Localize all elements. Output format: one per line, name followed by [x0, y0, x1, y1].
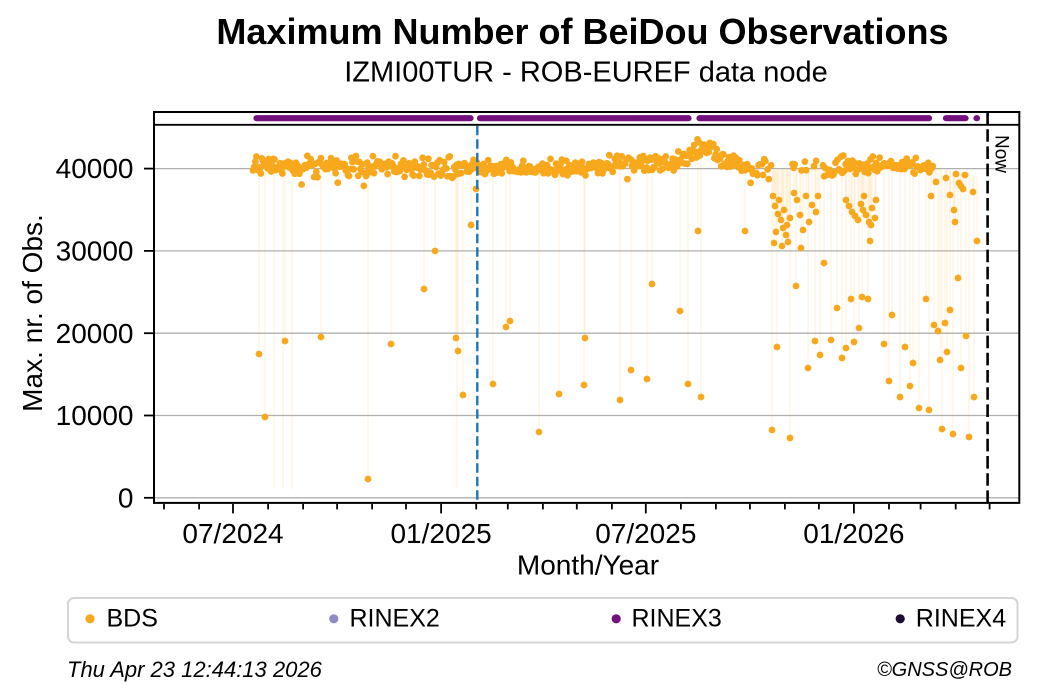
svg-text:Maximum Number of BeiDou Obser: Maximum Number of BeiDou Observations [216, 11, 948, 52]
svg-text:©GNSS@ROB: ©GNSS@ROB [877, 659, 1012, 681]
svg-text:Thu Apr 23 12:44:13 2026: Thu Apr 23 12:44:13 2026 [67, 657, 323, 682]
svg-text:07/2025: 07/2025 [595, 518, 696, 549]
svg-text:30000: 30000 [56, 236, 134, 267]
svg-text:07/2024: 07/2024 [182, 518, 283, 549]
svg-text:BDS: BDS [107, 604, 158, 632]
svg-text:0: 0 [118, 482, 134, 513]
svg-text:Now: Now [991, 135, 1012, 173]
svg-text:40000: 40000 [56, 153, 134, 184]
svg-text:10000: 10000 [56, 400, 134, 431]
svg-text:01/2026: 01/2026 [803, 518, 904, 549]
svg-text:IZMI00TUR - ROB-EUREF data nod: IZMI00TUR - ROB-EUREF data node [344, 56, 827, 88]
svg-text:01/2025: 01/2025 [390, 518, 491, 549]
svg-text:RINEX4: RINEX4 [916, 604, 1006, 632]
svg-text:RINEX3: RINEX3 [632, 604, 722, 632]
svg-text:RINEX2: RINEX2 [350, 604, 440, 632]
svg-text:Month/Year: Month/Year [517, 550, 659, 581]
svg-text:Max. nr. of Obs.: Max. nr. of Obs. [17, 214, 48, 412]
svg-text:20000: 20000 [56, 318, 134, 349]
